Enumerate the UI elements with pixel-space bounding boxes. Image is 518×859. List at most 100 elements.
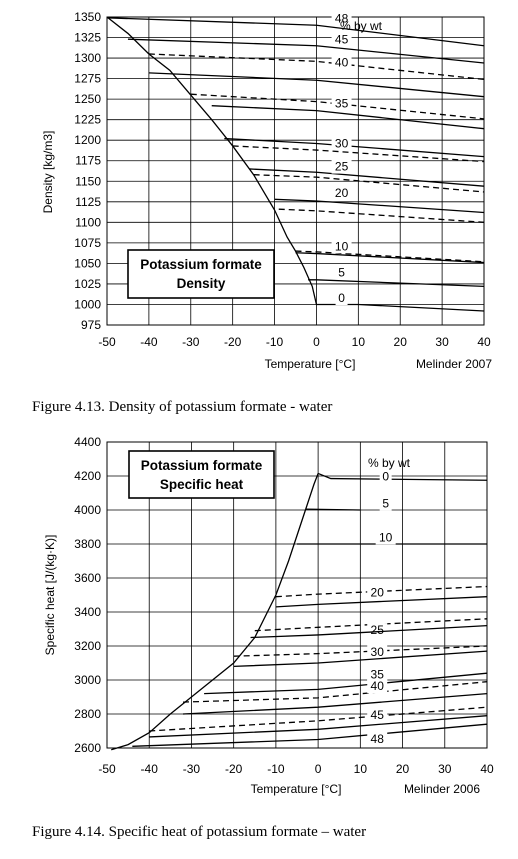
series-line <box>317 472 488 481</box>
series-label-bg <box>367 645 388 660</box>
y-tick-label: 1025 <box>74 277 101 291</box>
series-label-bg <box>375 530 396 545</box>
x-tick-label: -10 <box>266 335 284 349</box>
y-tick-label: 3600 <box>74 571 101 585</box>
title-box <box>127 249 275 299</box>
series-label: 5 <box>338 266 345 280</box>
series-label-bg <box>331 96 352 111</box>
y-tick-label: 3200 <box>74 639 101 653</box>
y-tick-label: 3400 <box>74 605 101 619</box>
legend-title: % by wt <box>368 456 411 470</box>
series-line <box>250 624 488 639</box>
series-label-bg <box>331 185 352 200</box>
series-line <box>182 692 488 715</box>
title-box-line: Potassium formate <box>140 257 262 272</box>
x-tick-label: -10 <box>267 762 285 776</box>
series-label-bg <box>335 291 348 306</box>
x-tick-label: -50 <box>98 335 116 349</box>
series-line <box>254 618 488 632</box>
series-label-bg <box>367 623 388 638</box>
series-label: 25 <box>335 160 349 174</box>
x-tick-label: 20 <box>394 335 408 349</box>
series-label: 48 <box>335 12 349 26</box>
series-line <box>274 198 485 214</box>
figure-caption: Figure 4.13. Density of potassium format… <box>32 399 332 415</box>
y-tick-label: 1325 <box>74 31 101 45</box>
y-tick-label: 1250 <box>74 92 101 106</box>
series-label: 10 <box>379 530 393 544</box>
series-label: 45 <box>371 708 385 722</box>
x-tick-label: -20 <box>225 762 243 776</box>
series-label: 5 <box>382 496 389 510</box>
y-tick-label: 4200 <box>74 469 101 483</box>
series-line <box>253 174 485 193</box>
x-tick-label: 30 <box>435 335 449 349</box>
x-tick-label: -40 <box>141 762 159 776</box>
series-line <box>278 208 485 223</box>
density-chart: -50 -40 -30 -20 -10 0 10 20 30 409751000102510501… <box>32 10 492 415</box>
x-tick-label: 40 <box>480 762 494 776</box>
series-label: 30 <box>335 137 349 151</box>
series-line <box>149 706 488 732</box>
y-tick-label: 1175 <box>75 154 101 168</box>
x-axis-title: Temperature [°C] <box>251 782 342 796</box>
series-line <box>204 672 488 695</box>
credit-text: Melinder 2007 <box>416 357 492 371</box>
series-label-bg <box>331 11 352 26</box>
series-label-bg <box>331 136 352 151</box>
series-line <box>308 279 485 288</box>
title-box-line: Potassium formate <box>141 458 263 473</box>
series-line <box>132 723 488 747</box>
series-label-bg <box>379 469 392 484</box>
series-label: 25 <box>371 623 385 637</box>
y-axis-title: Specific heat [J/(kg·K)] <box>43 535 57 656</box>
series-line <box>275 585 488 598</box>
series-line <box>233 645 488 657</box>
series-line <box>211 105 485 130</box>
x-tick-label: 40 <box>477 335 491 349</box>
series-label: 45 <box>335 32 349 46</box>
y-tick-label: 2800 <box>74 707 101 721</box>
figure-caption: Figure 4.14. Specific heat of potassium … <box>32 824 366 840</box>
series-label-bg <box>331 32 352 47</box>
series-line <box>275 596 488 608</box>
series-label-bg <box>379 496 392 511</box>
series-line <box>182 681 488 703</box>
series-line <box>305 508 361 511</box>
y-tick-label: 1275 <box>74 72 101 86</box>
freezing-curve <box>111 473 319 751</box>
x-tick-label: 30 <box>438 762 452 776</box>
y-tick-label: 1200 <box>74 133 101 147</box>
legend-title: % by wt <box>340 19 383 33</box>
series-label: 40 <box>335 55 349 69</box>
series-label-bg <box>367 679 388 694</box>
y-tick-label: 3000 <box>74 673 101 687</box>
series-line <box>149 715 488 738</box>
series-line <box>106 17 485 47</box>
series-label: 0 <box>382 469 389 483</box>
y-tick-label: 1000 <box>74 297 101 311</box>
x-tick-label: 10 <box>354 762 368 776</box>
series-label-bg <box>331 159 352 174</box>
y-tick-label: 3800 <box>74 537 101 551</box>
y-tick-label: 1300 <box>74 51 101 65</box>
series-line <box>190 93 485 120</box>
freezing-curve <box>106 16 318 305</box>
title-box <box>128 450 275 499</box>
series-label-bg <box>367 667 388 682</box>
series-line <box>233 650 488 668</box>
y-axis-title: Density [kg/m3] <box>41 131 55 214</box>
series-label: 20 <box>335 186 349 200</box>
x-tick-label: 10 <box>352 335 366 349</box>
series-label-bg <box>367 585 388 600</box>
y-tick-label: 975 <box>81 318 101 332</box>
x-tick-label: -40 <box>140 335 158 349</box>
x-tick-label: 0 <box>315 762 322 776</box>
series-line <box>148 72 485 98</box>
series-label: 30 <box>371 645 385 659</box>
series-label-bg <box>331 55 352 70</box>
y-tick-label: 1075 <box>74 236 101 250</box>
x-tick-label: 0 <box>313 335 320 349</box>
x-tick-label: -30 <box>183 762 201 776</box>
